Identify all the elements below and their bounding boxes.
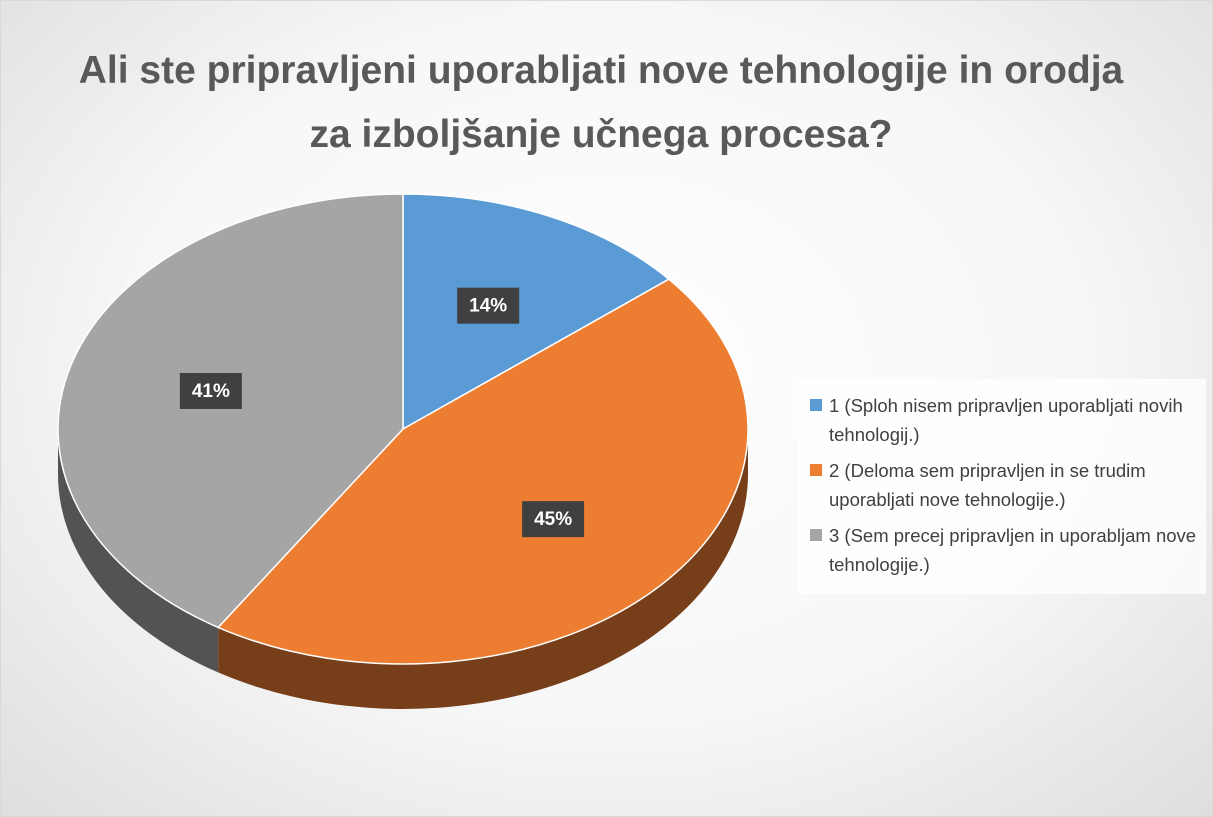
slice-side bbox=[218, 429, 748, 709]
legend-entry: 1 (Sploh nisem pripravljen uporabljati n… bbox=[810, 391, 1198, 449]
label-box bbox=[179, 372, 242, 409]
slice-side bbox=[58, 429, 219, 673]
data-label: 14% bbox=[469, 296, 507, 317]
chart-title: Ali ste pripravljeni uporabljati nove te… bbox=[78, 49, 1124, 156]
slice bbox=[402, 193, 671, 431]
legend-label: 2 (Deloma sem pripravljen in se trudim u… bbox=[829, 460, 1146, 510]
slice bbox=[216, 278, 749, 665]
legend-swatch bbox=[810, 399, 822, 411]
data-label: 41% bbox=[192, 381, 230, 402]
legend-entry: 2 (Deloma sem pripravljen in se trudim u… bbox=[810, 456, 1198, 514]
label-box bbox=[457, 287, 520, 324]
legend: 1 (Sploh nisem pripravljen uporabljati n… bbox=[798, 379, 1206, 594]
legend-label: 1 (Sploh nisem pripravljen uporabljati n… bbox=[829, 395, 1183, 445]
slice bbox=[57, 193, 404, 629]
data-label: 45% bbox=[534, 509, 572, 530]
legend-swatch bbox=[810, 464, 822, 476]
label-box bbox=[522, 501, 585, 538]
legend-entry: 3 (Sem precej pripravljen in uporabljam … bbox=[810, 521, 1198, 579]
legend-swatch bbox=[810, 529, 822, 541]
legend-label: 3 (Sem precej pripravljen in uporabljam … bbox=[829, 525, 1197, 575]
